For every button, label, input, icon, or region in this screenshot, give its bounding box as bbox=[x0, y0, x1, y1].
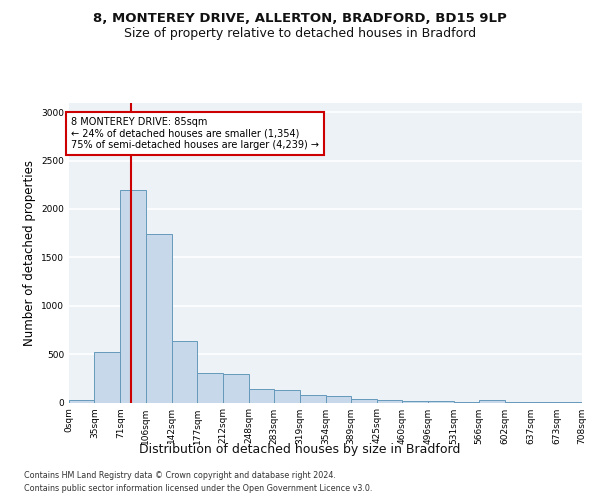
Bar bbox=[172, 340, 197, 402]
Bar bbox=[121, 190, 146, 402]
Y-axis label: Number of detached properties: Number of detached properties bbox=[23, 160, 35, 346]
Text: 8 MONTEREY DRIVE: 85sqm
← 24% of detached houses are smaller (1,354)
75% of semi: 8 MONTEREY DRIVE: 85sqm ← 24% of detache… bbox=[71, 117, 319, 150]
Bar bbox=[300, 395, 325, 402]
Text: Size of property relative to detached houses in Bradford: Size of property relative to detached ho… bbox=[124, 28, 476, 40]
Text: Contains HM Land Registry data © Crown copyright and database right 2024.: Contains HM Land Registry data © Crown c… bbox=[24, 471, 336, 480]
Bar bbox=[403, 400, 428, 402]
Text: 8, MONTEREY DRIVE, ALLERTON, BRADFORD, BD15 9LP: 8, MONTEREY DRIVE, ALLERTON, BRADFORD, B… bbox=[93, 12, 507, 26]
Bar bbox=[325, 396, 351, 402]
Bar bbox=[146, 234, 172, 402]
Bar bbox=[248, 389, 274, 402]
Bar bbox=[69, 400, 94, 402]
Text: Contains public sector information licensed under the Open Government Licence v3: Contains public sector information licen… bbox=[24, 484, 373, 493]
Bar bbox=[377, 400, 403, 402]
Bar bbox=[94, 352, 121, 403]
Bar bbox=[223, 374, 248, 402]
Bar bbox=[479, 400, 505, 402]
Bar bbox=[274, 390, 300, 402]
Bar bbox=[428, 401, 454, 402]
Bar bbox=[197, 374, 223, 402]
Text: Distribution of detached houses by size in Bradford: Distribution of detached houses by size … bbox=[139, 442, 461, 456]
Bar bbox=[351, 399, 377, 402]
